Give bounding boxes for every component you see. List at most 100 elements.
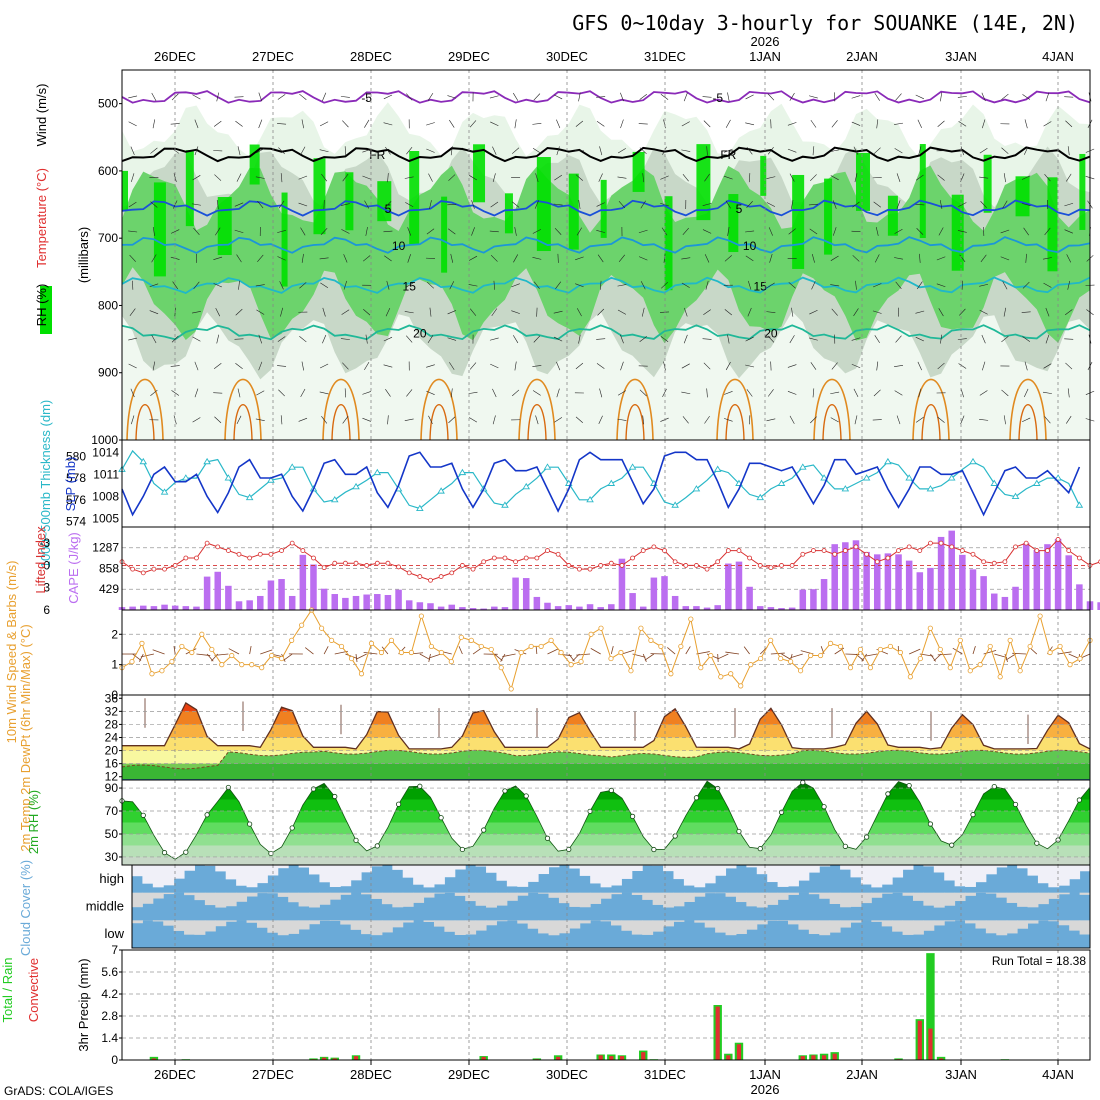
wind-barb bbox=[915, 336, 925, 342]
wind-barb bbox=[447, 228, 456, 235]
rh-high-patch bbox=[313, 158, 326, 235]
cloud-cell bbox=[423, 920, 435, 922]
wind-barb bbox=[405, 202, 414, 207]
wind-speed-point bbox=[648, 637, 654, 643]
lifted-index-point bbox=[438, 574, 444, 579]
wind-barb bbox=[682, 416, 689, 424]
cape-bar bbox=[150, 606, 158, 610]
warm-contour bbox=[331, 404, 351, 441]
rh-point bbox=[310, 786, 317, 792]
wind-speed-point bbox=[788, 659, 794, 665]
wind-barb bbox=[490, 363, 499, 369]
wind-speed-point bbox=[289, 637, 295, 643]
lifted-index-point bbox=[289, 540, 295, 546]
cloud-cell bbox=[923, 892, 935, 906]
wind-barb bbox=[553, 94, 563, 100]
cloud-cell bbox=[350, 920, 362, 930]
warm-contour bbox=[1009, 378, 1047, 441]
wind-barb bbox=[149, 310, 159, 315]
wind-barb-10m bbox=[214, 653, 229, 656]
cape-bar bbox=[522, 578, 530, 610]
wind-barb bbox=[1042, 391, 1052, 394]
cloud-cell bbox=[944, 892, 956, 906]
rh-high-patch bbox=[824, 178, 833, 255]
cloud-cell bbox=[433, 920, 445, 927]
wind-barb bbox=[277, 230, 286, 233]
wind-barb-10m bbox=[173, 645, 176, 655]
wind-barb bbox=[809, 95, 818, 99]
wind-speed-point bbox=[428, 643, 434, 650]
rh-high-patch bbox=[441, 196, 448, 273]
wind-speed-point bbox=[139, 640, 145, 646]
cape-bar bbox=[767, 607, 775, 610]
wind-speed-point bbox=[1017, 668, 1023, 674]
wind-speed-point bbox=[937, 646, 943, 653]
lifted-index-point bbox=[225, 548, 231, 553]
lifted-index-point bbox=[236, 551, 242, 557]
wind-barb bbox=[703, 362, 711, 370]
top-date-label: 2JAN bbox=[846, 49, 878, 64]
wind-barb bbox=[319, 257, 329, 260]
cloud-cell bbox=[1017, 892, 1029, 907]
precip-tick-label: 5.6 bbox=[101, 965, 118, 979]
wind-speed-point bbox=[807, 652, 814, 659]
cape-bar bbox=[810, 589, 817, 610]
wind-barb bbox=[427, 92, 434, 101]
cloud-cell bbox=[819, 892, 831, 899]
wind-speed-point bbox=[299, 622, 305, 628]
wind-barb bbox=[237, 388, 241, 398]
wind-barb bbox=[405, 282, 414, 288]
wind-barb bbox=[555, 281, 562, 290]
wind-barb bbox=[492, 146, 497, 155]
cloud-cell bbox=[965, 892, 976, 896]
wind-barb bbox=[1021, 203, 1031, 206]
rh-high-patch bbox=[536, 157, 551, 252]
wind-barb bbox=[940, 334, 943, 344]
wind-barb bbox=[214, 174, 222, 181]
wind-barb bbox=[809, 337, 818, 341]
thickness-point bbox=[437, 487, 445, 494]
li-tick-label: 6 bbox=[43, 603, 50, 617]
wind-barb bbox=[959, 254, 966, 263]
lifted-index-point bbox=[321, 565, 327, 571]
cloud-cell bbox=[808, 892, 820, 895]
wind-barb bbox=[257, 254, 264, 262]
wind-barb bbox=[489, 230, 499, 233]
wind-barb bbox=[958, 363, 967, 369]
cloud-cell bbox=[933, 892, 945, 908]
wind-barb bbox=[767, 389, 774, 397]
cloud-cell bbox=[1017, 865, 1029, 869]
cape-bar bbox=[437, 606, 445, 610]
cloud-cell bbox=[329, 920, 341, 921]
wind-barb-10m bbox=[952, 647, 963, 655]
wind-barb bbox=[320, 227, 328, 235]
thickness-point bbox=[692, 485, 701, 492]
cloud-cell bbox=[256, 920, 268, 928]
wind-barb bbox=[492, 173, 496, 183]
wind-barb bbox=[681, 282, 690, 288]
rh-high-patch bbox=[983, 154, 992, 213]
cloud-cell bbox=[309, 920, 320, 925]
wind-barb bbox=[681, 391, 691, 395]
cloud-cell bbox=[673, 865, 685, 880]
lifted-index-point bbox=[1002, 559, 1008, 565]
wind-barb bbox=[277, 94, 286, 100]
wind-barb-10m bbox=[725, 651, 740, 655]
wind-speed-point bbox=[1057, 643, 1063, 650]
thickness-point bbox=[990, 479, 999, 486]
wind-barb bbox=[980, 201, 987, 209]
wind-barb bbox=[918, 388, 922, 398]
cloud-cell bbox=[381, 892, 393, 905]
wind-barb bbox=[642, 415, 645, 425]
wind-barb bbox=[386, 280, 390, 290]
wind-speed-point bbox=[917, 655, 923, 662]
cloud-cell bbox=[1079, 865, 1091, 872]
wind-barb bbox=[556, 119, 561, 129]
cloud-cell bbox=[538, 865, 550, 875]
wind-barb bbox=[576, 308, 582, 317]
thickness-point bbox=[416, 504, 424, 511]
thickness-point bbox=[501, 501, 509, 508]
precip-total-bar bbox=[926, 953, 935, 1060]
cloud-cell bbox=[475, 920, 487, 931]
rh-point bbox=[502, 788, 508, 794]
